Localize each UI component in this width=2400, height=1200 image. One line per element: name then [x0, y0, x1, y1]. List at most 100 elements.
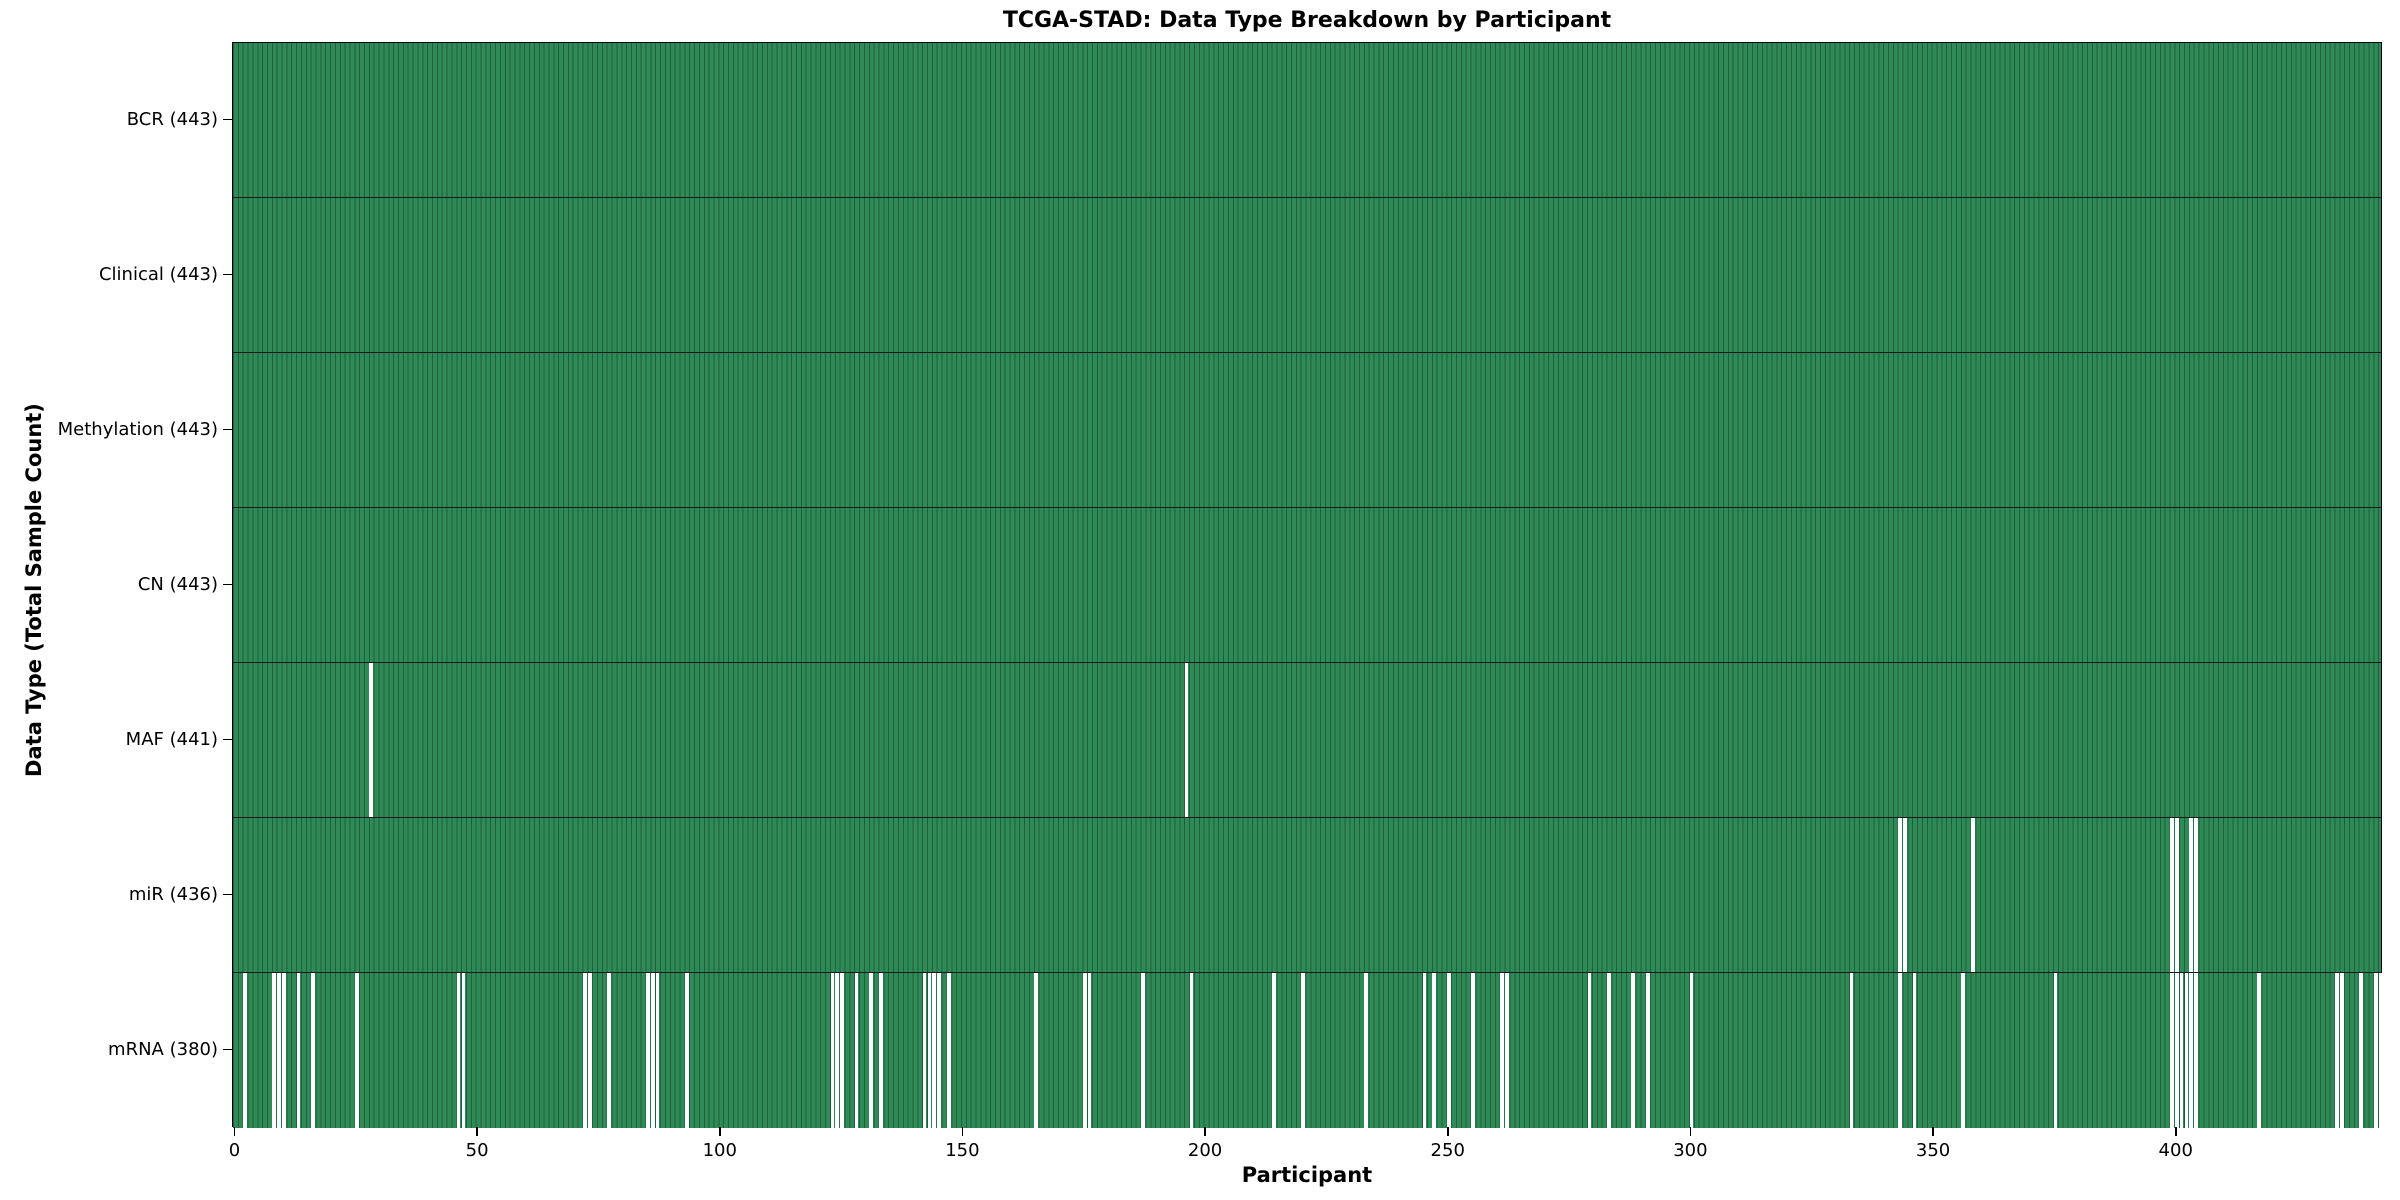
y-tick-label-methylation: Methylation (443)	[57, 418, 218, 440]
absent-stripe	[354, 973, 359, 1128]
absent-stripe	[947, 973, 951, 1128]
x-axis-label: Participant	[1241, 1163, 1373, 1187]
x-tick-mark	[1689, 1127, 1692, 1136]
absent-stripe	[1903, 818, 1907, 972]
x-tick-mark	[476, 1127, 478, 1136]
absent-stripe	[607, 973, 611, 1128]
heatmap-row-methylation	[233, 353, 2381, 508]
x-tick-mark	[1446, 1127, 1449, 1136]
x-tick-mark	[233, 1127, 236, 1136]
y-tick-mark	[223, 118, 232, 121]
absent-stripe	[277, 973, 281, 1128]
x-tick-label-250: 250	[1430, 1140, 1465, 1161]
absent-stripe	[2170, 973, 2174, 1128]
absent-stripe	[655, 973, 660, 1128]
absent-stripe	[296, 973, 301, 1128]
x-tick-mark	[961, 1127, 964, 1136]
absent-stripe	[854, 973, 859, 1128]
absent-stripe	[369, 663, 374, 817]
y-tick-label-clinical: Clinical (443)	[98, 263, 218, 285]
absent-stripe	[2257, 973, 2262, 1128]
y-tick-label-mrna: mRNA (380)	[108, 1038, 218, 1060]
absent-stripe	[835, 973, 840, 1128]
heatmap-row-clinical	[233, 198, 2381, 353]
absent-stripe	[922, 973, 927, 1128]
absent-stripe	[1898, 818, 1902, 972]
absent-stripe	[937, 973, 941, 1128]
x-tick-label-400: 400	[2158, 1140, 2193, 1161]
x-tick-label-50: 50	[465, 1140, 489, 1161]
y-tick-mark	[223, 273, 232, 276]
absent-stripe	[311, 973, 315, 1128]
x-tick-mark	[1932, 1127, 1934, 1136]
absent-stripe	[650, 973, 655, 1128]
absent-stripe	[2189, 818, 2194, 972]
absent-stripe	[2174, 818, 2179, 972]
y-tick-mark	[223, 1048, 232, 1051]
absent-stripe	[1184, 663, 1189, 817]
absent-stripe	[830, 973, 835, 1128]
heatmap-row-mrna	[233, 973, 2383, 1128]
heatmap-row-bcr	[233, 43, 2381, 198]
heatmap-row-mir	[233, 818, 2381, 973]
absent-stripe	[2194, 973, 2198, 1128]
absent-stripe	[1849, 973, 1854, 1128]
x-tick-label-350: 350	[1915, 1140, 1951, 1161]
absent-stripe	[1912, 973, 1917, 1128]
y-tick-label-bcr: BCR (443)	[126, 108, 218, 130]
y-tick-label-maf: MAF (441)	[125, 728, 218, 750]
x-tick-mark	[1204, 1127, 1206, 1136]
x-tick-mark	[718, 1127, 721, 1136]
absent-stripe	[1141, 973, 1145, 1128]
absent-stripe	[1087, 973, 1092, 1128]
absent-stripe	[272, 973, 277, 1128]
absent-stripe	[2053, 973, 2058, 1128]
y-tick-mark	[223, 738, 232, 741]
absent-stripe	[1587, 973, 1592, 1128]
absent-stripe	[583, 973, 587, 1128]
absent-stripe	[2194, 818, 2198, 972]
absent-stripe	[1189, 973, 1194, 1128]
absent-stripe	[456, 973, 461, 1128]
absent-stripe	[869, 973, 874, 1128]
absent-stripe	[1971, 818, 1975, 972]
chart-title: TCGA-STAD: Data Type Breakdown by Partic…	[1002, 8, 1612, 33]
absent-stripe	[2189, 973, 2194, 1128]
absent-stripe	[1301, 973, 1305, 1128]
absent-stripe	[1505, 973, 1509, 1128]
absent-stripe	[2359, 973, 2363, 1128]
y-tick-mark	[223, 583, 232, 586]
absent-stripe	[2179, 973, 2184, 1128]
absent-stripe	[1631, 973, 1635, 1128]
absent-stripe	[1961, 973, 1965, 1128]
absent-stripe	[879, 973, 883, 1128]
absent-stripe	[2170, 818, 2174, 972]
y-tick-mark	[223, 428, 232, 431]
absent-stripe	[1446, 973, 1451, 1128]
absent-stripe	[282, 973, 286, 1128]
absent-stripe	[1422, 973, 1427, 1128]
absent-stripe	[1607, 973, 1611, 1128]
heatmap-row-maf	[233, 663, 2381, 818]
absent-stripe	[927, 973, 932, 1128]
absent-stripe	[840, 973, 844, 1128]
absent-stripe	[587, 973, 592, 1128]
heatmap-row-cn	[233, 508, 2381, 663]
y-tick-label-mir: miR (436)	[128, 883, 218, 905]
absent-stripe	[646, 973, 650, 1128]
absent-stripe	[2373, 973, 2378, 1128]
absent-stripe	[1364, 973, 1369, 1128]
absent-stripe	[1471, 973, 1475, 1128]
y-tick-label-cn: CN (443)	[137, 573, 218, 595]
absent-stripe	[1432, 973, 1436, 1128]
absent-stripe	[461, 973, 466, 1128]
absent-stripe	[1272, 973, 1276, 1128]
x-tick-mark	[2174, 1127, 2177, 1136]
x-tick-label-300: 300	[1673, 1140, 1708, 1161]
y-tick-mark	[223, 893, 232, 896]
x-tick-label-0: 0	[228, 1140, 241, 1161]
absent-stripe	[1689, 973, 1694, 1128]
absent-stripe	[2184, 973, 2189, 1128]
plot-area: Present Absent	[232, 42, 2383, 1128]
absent-stripe	[1645, 973, 1650, 1128]
